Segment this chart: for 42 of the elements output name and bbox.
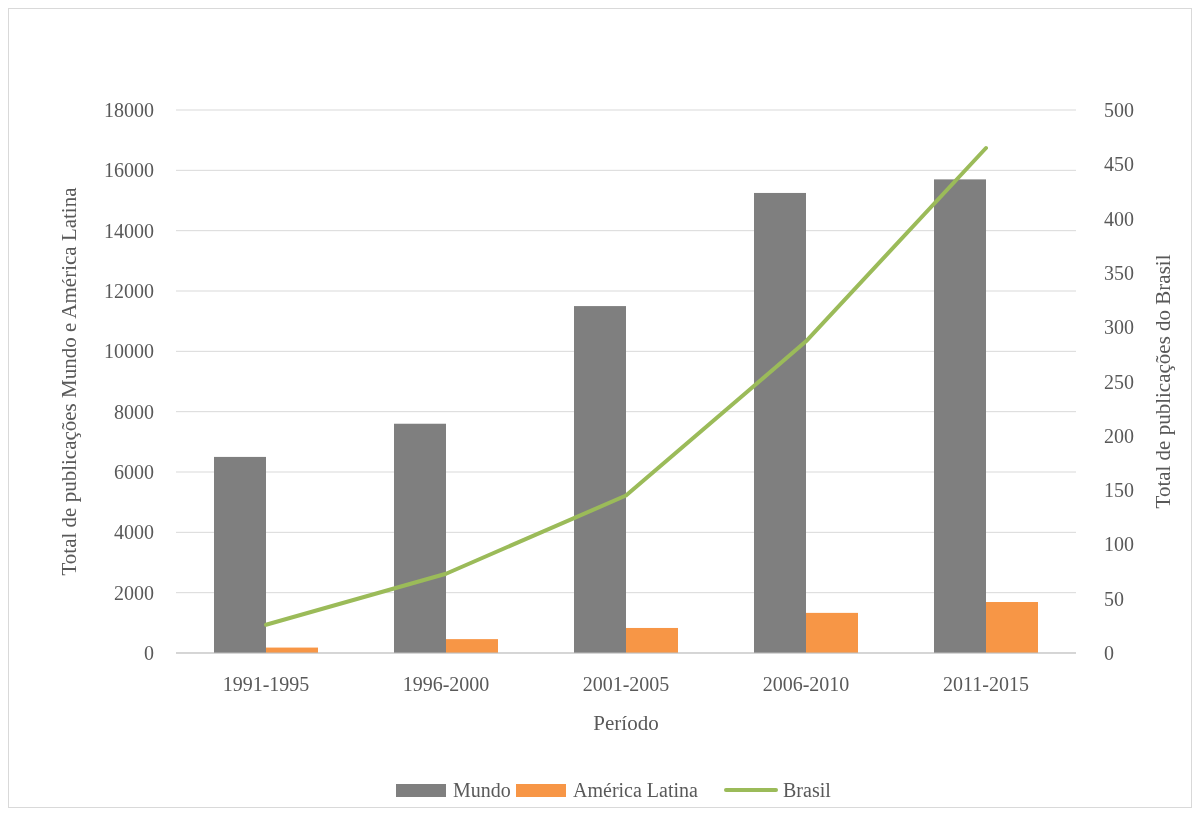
bar xyxy=(934,179,986,653)
legend-label: Brasil xyxy=(783,779,832,801)
x-axis-title: Período xyxy=(593,711,659,735)
x-tick-label: 1991-1995 xyxy=(222,673,310,695)
y2-tick-label: 250 xyxy=(1104,370,1134,393)
y-axis-title: Total de publicações Mundo e América Latina xyxy=(57,186,81,576)
y2-tick-label: 150 xyxy=(1104,479,1134,502)
y-tick-label: 10000 xyxy=(104,340,154,363)
x-tick-label: 2011-2015 xyxy=(943,673,1029,695)
y2-tick-label: 400 xyxy=(1104,207,1134,230)
y2-tick-label: 450 xyxy=(1104,153,1134,176)
y2-tick-label: 100 xyxy=(1104,533,1134,556)
bar xyxy=(986,602,1038,653)
y-tick-label: 2000 xyxy=(114,581,154,604)
y2-tick-label: 300 xyxy=(1104,316,1134,339)
bar xyxy=(214,456,266,653)
bar xyxy=(806,612,858,653)
legend-label: Mundo xyxy=(453,779,511,801)
x-tick-label: 2006-2010 xyxy=(762,673,850,695)
y2-tick-label: 350 xyxy=(1104,261,1134,284)
bar xyxy=(446,639,498,653)
legend-label: América Latina xyxy=(573,779,699,801)
bar xyxy=(394,423,446,653)
y-tick-label: 8000 xyxy=(114,400,154,423)
y-tick-label: 4000 xyxy=(114,521,154,544)
y2-tick-label: 500 xyxy=(1104,99,1134,121)
y-tick-label: 14000 xyxy=(104,219,154,242)
y2-axis-title: Total de publicações do Brasil xyxy=(1151,254,1175,509)
y2-tick-label: 200 xyxy=(1104,424,1134,447)
x-tick-label: 1996-2000 xyxy=(402,673,490,695)
bar xyxy=(626,627,678,653)
y2-tick-label: 0 xyxy=(1104,642,1114,664)
y-tick-label: 0 xyxy=(144,642,154,664)
bar xyxy=(574,306,626,653)
y-tick-label: 12000 xyxy=(104,280,154,302)
y-tick-label: 16000 xyxy=(104,159,154,182)
y2-tick-label: 50 xyxy=(1104,587,1124,610)
y-tick-label: 18000 xyxy=(104,99,154,121)
line-series xyxy=(264,146,988,627)
x-tick-label: 2001-2005 xyxy=(582,673,670,695)
y-tick-label: 6000 xyxy=(114,461,154,483)
bar xyxy=(754,192,806,653)
